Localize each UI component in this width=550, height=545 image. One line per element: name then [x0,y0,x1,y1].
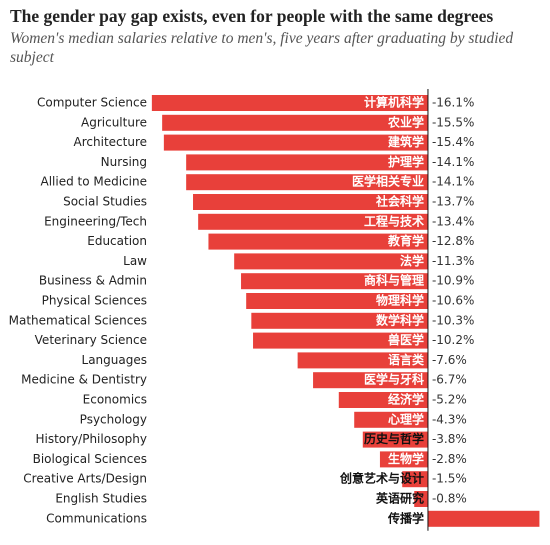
chinese-label: 教育学 [387,233,424,248]
value-label: -2.8% [432,452,467,466]
bar [427,510,540,527]
bar [151,95,428,111]
value-label: -10.2% [432,333,474,347]
value-label: -12.8% [432,234,474,248]
chinese-label: 建筑学 [387,134,424,149]
bar [338,392,428,408]
chinese-label: 经济学 [388,392,424,407]
bar [241,273,428,290]
category-label: History/Philosophy [35,432,147,446]
value-label: -14.1% [432,175,474,189]
chinese-label: 心理学 [388,411,424,426]
chinese-label: 医学与牙科 [364,372,424,387]
bar [251,312,428,329]
value-label: -6.7% [432,373,467,387]
category-label: Creative Arts/Design [23,472,147,486]
category-label: Nursing [101,155,147,169]
category-label: Medicine & Dentistry [21,373,147,387]
category-label: Languages [82,353,147,367]
bar [379,451,428,468]
category-label: Engineering/Tech [44,214,147,228]
value-label: -0.8% [432,492,467,506]
chinese-label: 护理学 [388,154,424,169]
bar [162,114,428,131]
chinese-label: 生物学 [388,451,424,466]
chinese-label: 工程与技术 [364,213,424,228]
category-label: Agriculture [81,115,147,129]
value-label: -14.1% [432,155,474,169]
chinese-label: 计算机科学 [364,95,424,110]
value-label: -15.4% [432,135,474,149]
category-label: Biological Sciences [33,452,147,466]
value-label: -13.4% [432,214,474,228]
chinese-label: 商科与管理 [364,273,424,288]
chinese-label: 法学 [400,253,424,268]
chinese-label: 社会科学 [375,194,424,209]
chinese-label: 兽医学 [388,332,424,347]
chinese-label: 医学相关专业 [352,174,424,189]
chinese-label: 传播学 [387,510,424,525]
category-label: Law [123,254,147,268]
chart-title: The gender pay gap exists, even for peop… [10,6,494,26]
bar [313,372,428,389]
chinese-label: 创意艺术与设计 [339,471,424,486]
bar [354,411,428,428]
bar [414,491,428,507]
category-label: Economics [83,393,147,407]
value-label: -10.6% [432,294,474,308]
category-label: Communications [46,511,147,525]
value-label: -10.3% [432,313,474,327]
category-label: English Studies [55,492,147,506]
bar [234,253,428,270]
chart-subtitle: Women's median salaries relative to men'… [10,30,514,66]
bar [253,332,428,349]
value-label: -5.2% [432,393,467,407]
bar [246,293,428,309]
category-label: Veterinary Science [35,333,147,347]
category-label: Mathematical Sciences [9,313,147,327]
chinese-label: 数学科学 [376,312,424,327]
category-label: Computer Science [37,96,147,110]
bar [163,134,428,151]
value-label: -13.7% [432,195,474,209]
bar [402,471,428,488]
bar [198,213,428,230]
chinese-label: 物理科学 [376,293,424,308]
value-label: -15.5% [432,115,474,129]
category-label: Business & Admin [39,274,147,288]
bar [186,174,428,191]
chinese-label: 语言类 [388,352,425,367]
value-label: -16.1% [432,96,474,110]
bar [208,233,428,250]
category-label: Social Studies [63,195,147,209]
chinese-label: 英语研究 [376,491,424,506]
bar [193,194,428,210]
header: The gender pay gap exists, even for peop… [10,6,540,67]
value-label: -4.3% [432,412,467,426]
bar [186,154,428,171]
category-label: Physical Sciences [42,294,147,308]
value-label: -11.3% [432,254,474,268]
category-label: Architecture [74,135,147,149]
value-label: -3.8% [432,432,467,446]
value-label: -7.6% [432,353,467,367]
bar [362,431,428,448]
category-label: Allied to Medicine [41,175,148,189]
bar [297,352,428,369]
value-label: -10.9% [432,274,474,288]
chinese-label: 农业学 [387,114,424,129]
category-label: Psychology [80,412,147,426]
category-label: Education [87,234,147,248]
chinese-label: 历史与哲学 [364,431,424,446]
value-label: -1.5% [432,472,467,486]
